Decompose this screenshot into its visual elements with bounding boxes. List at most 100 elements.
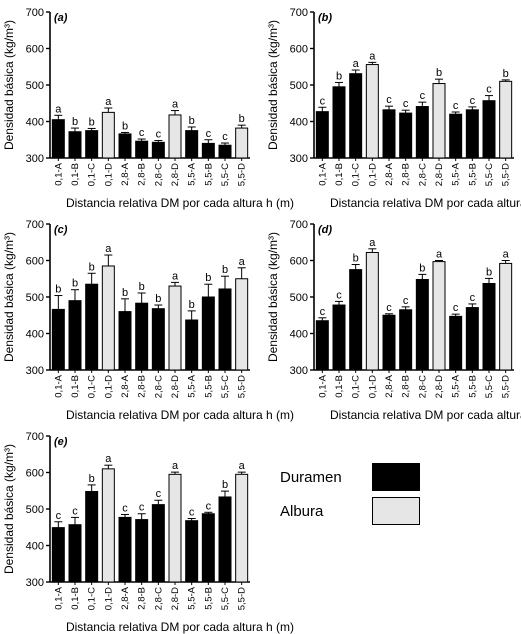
bar bbox=[499, 80, 513, 159]
x-tick-label: 5,5-D bbox=[237, 587, 248, 610]
significance-letter: b bbox=[122, 120, 128, 132]
significance-letter: b bbox=[55, 284, 61, 296]
significance-letter: b bbox=[155, 293, 161, 305]
legend-item-duramen: Duramen bbox=[280, 463, 420, 491]
y-tick-label: 600 bbox=[26, 44, 44, 56]
bar bbox=[465, 307, 479, 371]
y-tick-label: 400 bbox=[26, 329, 44, 341]
x-tick-label: 0,1-C bbox=[87, 163, 98, 186]
significance-letter: c bbox=[139, 127, 145, 139]
x-tick-label: 5,5-B bbox=[203, 163, 214, 186]
significance-letter: b bbox=[89, 116, 95, 128]
significance-letter: b bbox=[72, 116, 78, 128]
significance-letter: b bbox=[336, 70, 342, 82]
bar bbox=[432, 83, 446, 159]
y-tick-label: 700 bbox=[26, 219, 44, 231]
x-tick-label: 2,8-B bbox=[401, 163, 412, 186]
y-tick-label: 400 bbox=[290, 329, 308, 341]
x-axis-label: Distancia relativa DM por cada altura h … bbox=[66, 620, 294, 634]
x-tick-label: 2,8-A bbox=[384, 374, 395, 397]
bar bbox=[399, 112, 413, 159]
significance-letter: b bbox=[419, 262, 425, 274]
chart-panel-5: 300 400 500 600 700 Densidad básica (kg/m³) (e… bbox=[2, 431, 294, 634]
bar bbox=[168, 114, 182, 159]
y-axis-label: Densidad básica (kg/m³) bbox=[266, 20, 280, 150]
bar bbox=[85, 283, 99, 371]
significance-letter: a bbox=[105, 96, 112, 108]
legend-label-albura: Albura bbox=[280, 502, 324, 520]
y-tick-label: 500 bbox=[290, 80, 308, 92]
significance-letter: a bbox=[239, 256, 246, 268]
significance-letter: c bbox=[156, 488, 162, 500]
bar bbox=[449, 315, 463, 371]
bar bbox=[365, 251, 379, 371]
significance-letter: c bbox=[122, 502, 128, 514]
x-tick-label: 2,8-D bbox=[434, 375, 445, 398]
bar bbox=[118, 516, 132, 583]
significance-letter: a bbox=[105, 243, 112, 255]
significance-letter: b bbox=[222, 479, 228, 491]
x-tick-label: 0,1-B bbox=[70, 375, 81, 398]
panel-label: (a) bbox=[54, 12, 68, 24]
chart-panel-1: 300 400 500 600 700 Densidad básica (kg/m³) (a… bbox=[2, 7, 294, 210]
x-tick-label: 2,8-B bbox=[137, 375, 148, 398]
chart-panel-2: 300 400 500 600 700 Densidad básica (kg/m³) (b… bbox=[266, 7, 521, 210]
x-tick-label: 2,8-A bbox=[120, 586, 131, 609]
x-tick-label: 0,1-D bbox=[367, 375, 378, 398]
x-axis-label: Distancia relativa DM por cada altura h … bbox=[330, 408, 521, 422]
y-tick-label: 500 bbox=[26, 504, 44, 516]
bar bbox=[218, 144, 232, 159]
x-tick-label: 2,8-C bbox=[417, 163, 428, 186]
significance-letter: b bbox=[189, 299, 195, 311]
bar bbox=[332, 86, 346, 159]
significance-letter: c bbox=[470, 95, 476, 107]
chart-panel-4: 300 400 500 600 700 Densidad básica (kg/m³) (d… bbox=[266, 219, 521, 422]
bar bbox=[151, 308, 165, 371]
x-tick-label: 5,5-A bbox=[451, 162, 462, 185]
y-tick-label: 400 bbox=[26, 117, 44, 129]
y-tick-label: 500 bbox=[290, 292, 308, 304]
x-tick-label: 2,8-A bbox=[120, 162, 131, 185]
x-tick-label: 5,5-D bbox=[501, 375, 512, 398]
x-tick-label: 0,1-B bbox=[70, 163, 81, 186]
y-tick-label: 600 bbox=[26, 256, 44, 268]
bar bbox=[85, 490, 99, 583]
chart-panel-3: 300 400 500 600 700 Densidad básica (kg/m³) (c… bbox=[2, 219, 294, 422]
significance-letter: b bbox=[122, 287, 128, 299]
bar bbox=[151, 141, 165, 159]
significance-letter: c bbox=[420, 90, 426, 102]
bar bbox=[51, 527, 65, 583]
legend-swatch-duramen bbox=[372, 463, 420, 491]
bar bbox=[168, 473, 182, 583]
x-tick-label: 5,5-C bbox=[220, 375, 231, 398]
x-tick-label: 0,1-D bbox=[103, 375, 114, 398]
y-tick-label: 500 bbox=[26, 80, 44, 92]
y-tick-label: 500 bbox=[26, 292, 44, 304]
x-tick-label: 5,5-C bbox=[484, 163, 495, 186]
x-tick-label: 2,8-C bbox=[153, 587, 164, 610]
significance-letter: c bbox=[470, 292, 476, 304]
significance-letter: c bbox=[403, 295, 409, 307]
significance-letter: b bbox=[139, 281, 145, 293]
significance-letter: a bbox=[172, 270, 179, 282]
y-tick-label: 300 bbox=[26, 153, 44, 165]
x-tick-label: 5,5-D bbox=[237, 375, 248, 398]
x-axis-label: Distancia relativa DM por cada altura h … bbox=[66, 408, 294, 422]
bar bbox=[315, 111, 329, 159]
significance-letter: a bbox=[172, 460, 179, 472]
x-tick-label: 0,1-A bbox=[317, 374, 328, 397]
x-axis-label: Distancia relativa DM por cada altura h … bbox=[330, 196, 521, 210]
legend-swatch-albura bbox=[372, 497, 420, 525]
x-tick-label: 2,8-D bbox=[434, 163, 445, 186]
bar bbox=[235, 278, 249, 371]
bar bbox=[68, 524, 82, 583]
x-tick-label: 5,5-C bbox=[220, 587, 231, 610]
bar bbox=[415, 278, 429, 371]
bar bbox=[51, 119, 65, 159]
bar bbox=[168, 285, 182, 371]
significance-letter: c bbox=[386, 302, 392, 314]
bar bbox=[201, 296, 215, 371]
x-tick-label: 0,1-C bbox=[87, 375, 98, 398]
x-tick-label: 5,5-A bbox=[187, 374, 198, 397]
x-tick-label: 0,1-C bbox=[351, 375, 362, 398]
